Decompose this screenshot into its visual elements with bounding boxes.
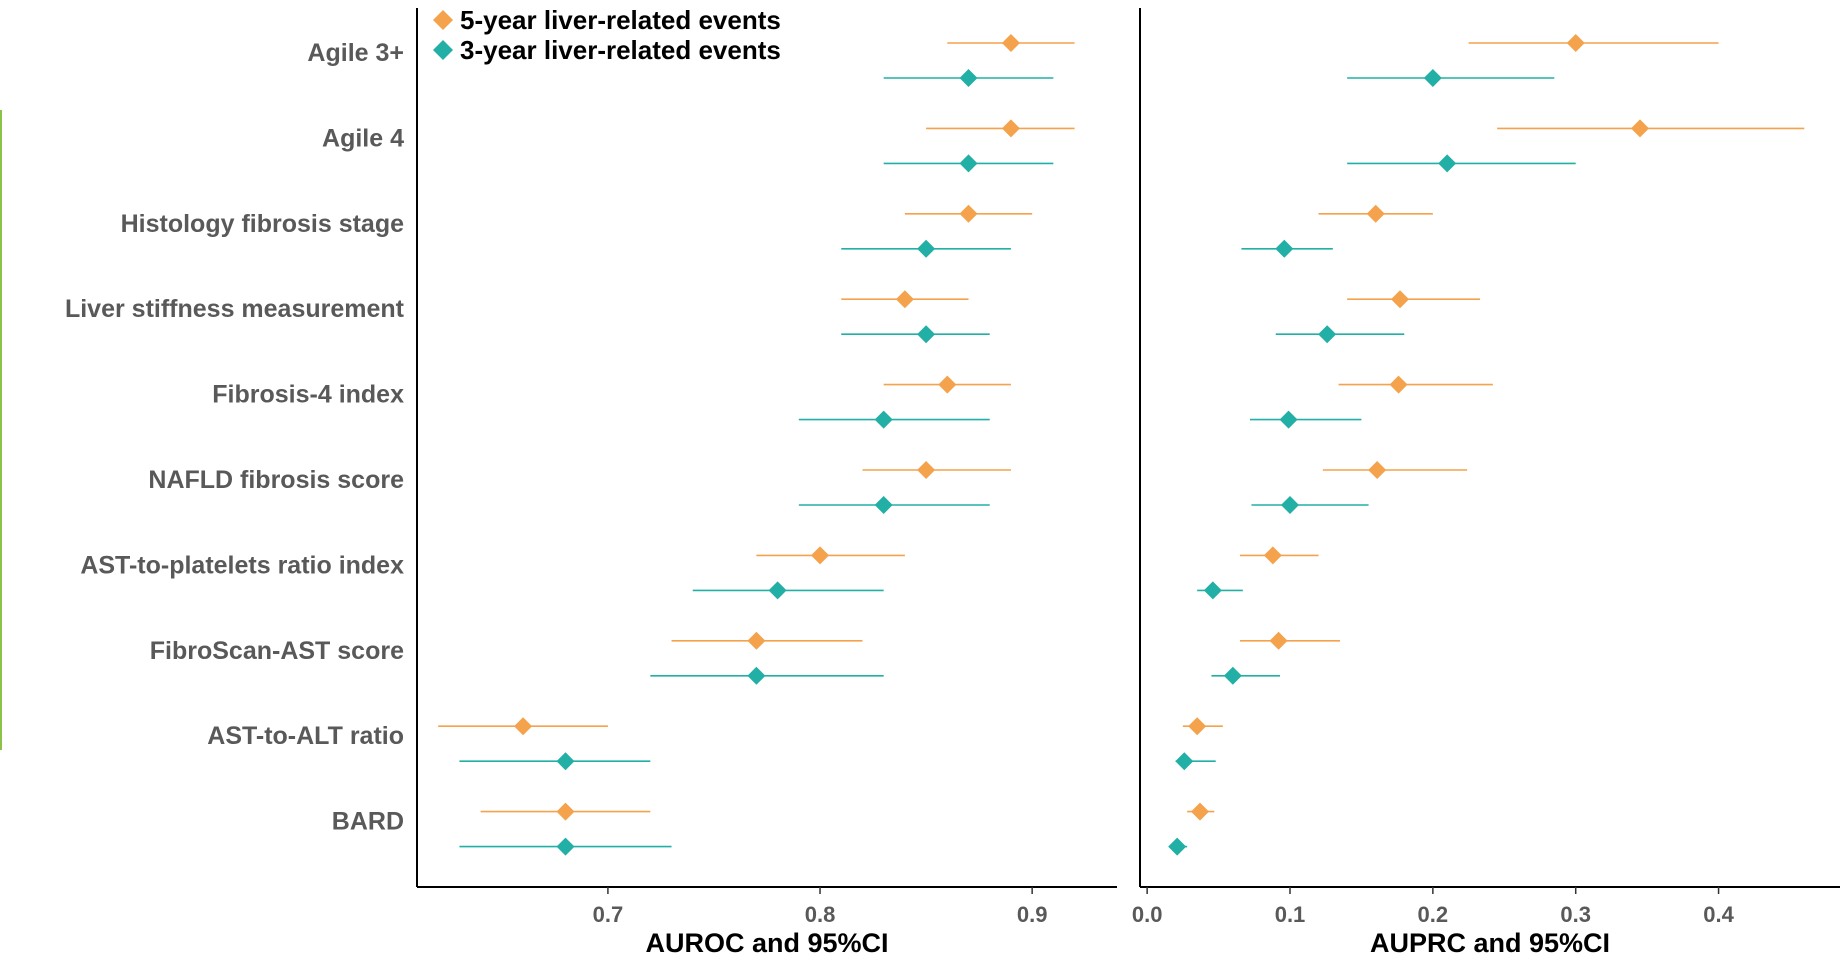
point-5yr-agile-4	[1631, 119, 1649, 138]
legend-key-5yr	[433, 10, 453, 30]
left-margin-rule	[0, 110, 2, 750]
point-3yr-ast-to-alt-ratio	[556, 752, 575, 771]
point-5yr-ast-to-alt-ratio	[1188, 717, 1207, 736]
point-5yr-ast-to-platelets-ratio-index	[811, 546, 830, 565]
category-label-liver-stiffness-measurement: Liver stiffness measurement	[65, 295, 405, 323]
point-3yr-ast-to-platelets-ratio-index	[1203, 581, 1222, 600]
point-3yr-ast-to-alt-ratio	[1175, 752, 1194, 771]
x-tick-label: 0.8	[805, 902, 836, 927]
point-3yr-fibroscan-ast-score	[1223, 666, 1242, 685]
point-5yr-histology-fibrosis-stage	[959, 204, 978, 223]
panels-layer: 0.7 0.8 0.9 AUROC and 95%CI 0.0 0.1 0.2 0.3 0.4 A…	[416, 8, 1840, 958]
point-5yr-nafld-fibrosis-score	[917, 461, 936, 479]
point-5yr-fibroscan-ast-score	[1269, 631, 1288, 650]
point-3yr-liver-stiffness-measurement	[1318, 325, 1337, 344]
point-3yr-liver-stiffness-measurement	[917, 325, 936, 344]
point-3yr-agile-4	[1438, 154, 1457, 173]
point-3yr-fibroscan-ast-score	[747, 666, 766, 685]
point-5yr-agile-3	[1566, 34, 1585, 52]
point-5yr-agile-4	[1001, 119, 1020, 138]
point-5yr-nafld-fibrosis-score	[1368, 461, 1387, 479]
x-tick-label: 0.4	[1703, 902, 1734, 927]
point-5yr-bard	[556, 802, 575, 821]
category-label-fibrosis-4-index: Fibrosis-4 index	[212, 381, 404, 409]
x-axis-title: AUROC and 95%CI	[645, 928, 888, 958]
point-3yr-histology-fibrosis-stage	[917, 239, 936, 258]
point-5yr-liver-stiffness-measurement	[1391, 290, 1409, 309]
point-3yr-fibrosis-4-index	[1279, 410, 1298, 429]
point-5yr-fibrosis-4-index	[1389, 375, 1408, 394]
x-axis-title: AUPRC and 95%CI	[1370, 928, 1610, 958]
legend-label-3yr: 3-year liver-related events	[460, 35, 781, 65]
point-5yr-bard	[1191, 802, 1209, 821]
point-3yr-agile-3	[959, 69, 978, 87]
category-label-agile-4: Agile 4	[322, 124, 404, 152]
point-3yr-agile-4	[959, 154, 978, 173]
legend-key-3yr	[433, 40, 453, 60]
point-5yr-liver-stiffness-measurement	[895, 290, 914, 309]
x-tick-label: 0.3	[1560, 902, 1591, 927]
category-label-histology-fibrosis-stage: Histology fibrosis stage	[121, 210, 404, 238]
category-label-ast-to-alt-ratio: AST-to-ALT ratio	[207, 722, 404, 750]
x-tick-label: 0.7	[593, 902, 624, 927]
point-3yr-histology-fibrosis-stage	[1275, 239, 1294, 258]
point-3yr-ast-to-platelets-ratio-index	[768, 581, 787, 600]
category-label-agile-3: Agile 3+	[307, 39, 404, 67]
point-3yr-fibrosis-4-index	[874, 410, 893, 429]
x-tick-label: 0.0	[1132, 902, 1163, 927]
point-3yr-nafld-fibrosis-score	[1281, 496, 1299, 514]
point-3yr-bard	[556, 837, 575, 856]
point-3yr-agile-3	[1423, 69, 1442, 87]
panel-auroc-and-95-ci: 0.7 0.8 0.9 AUROC and 95%CI	[416, 8, 1117, 958]
x-tick-label: 0.1	[1275, 902, 1306, 927]
point-3yr-nafld-fibrosis-score	[874, 496, 893, 514]
point-5yr-fibroscan-ast-score	[747, 631, 766, 650]
category-label-fibroscan-ast-score: FibroScan-AST score	[150, 637, 404, 665]
x-tick-label: 0.2	[1418, 902, 1449, 927]
point-5yr-ast-to-alt-ratio	[514, 717, 533, 736]
point-5yr-histology-fibrosis-stage	[1366, 204, 1385, 223]
panel-auprc-and-95-ci: 0.0 0.1 0.2 0.3 0.4 AUPRC and 95%CI	[1132, 8, 1840, 958]
x-tick-label: 0.9	[1017, 902, 1048, 927]
point-3yr-bard	[1168, 837, 1187, 856]
category-label-bard: BARD	[332, 808, 404, 836]
category-label-nafld-fibrosis-score: NAFLD fibrosis score	[148, 466, 404, 494]
point-5yr-ast-to-platelets-ratio-index	[1263, 546, 1282, 565]
point-5yr-fibrosis-4-index	[938, 375, 957, 394]
point-5yr-agile-3	[1001, 34, 1020, 52]
category-label-ast-to-platelets-ratio-index: AST-to-platelets ratio index	[80, 551, 404, 579]
category-labels: Agile 3+ Agile 4 Histology fibrosis stage L…	[65, 39, 405, 836]
legend-label-5yr: 5-year liver-related events	[460, 5, 781, 35]
